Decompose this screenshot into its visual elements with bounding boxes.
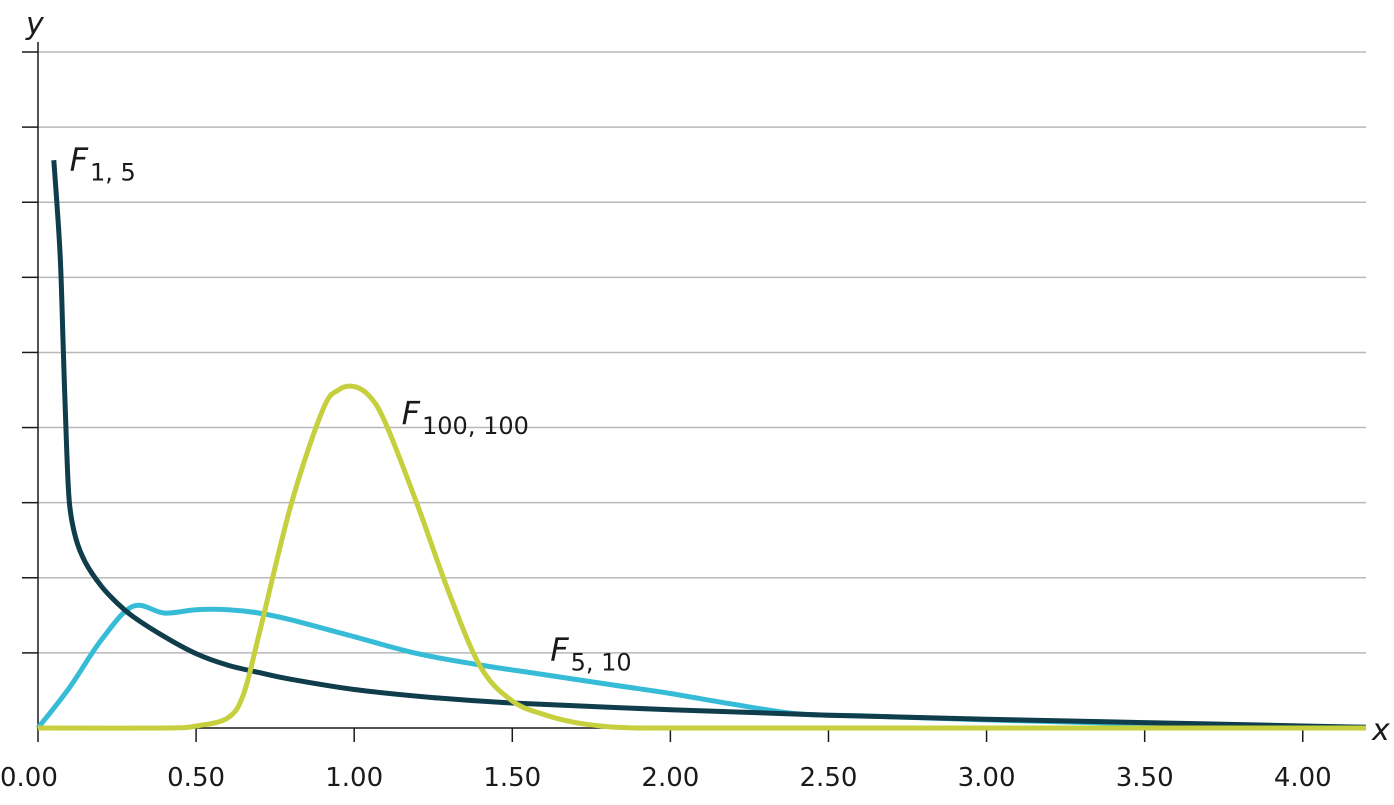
series-lines: [36, 160, 1367, 731]
grid: [22, 51, 1366, 654]
x-tick-label: 1.50: [483, 763, 541, 793]
x-tick-label: 2.50: [800, 763, 858, 793]
series-label-3: F100, 100: [402, 394, 529, 440]
series-line-1: [51, 160, 1367, 730]
x-tick-label: 0.00: [0, 763, 58, 793]
x-tick-label: 3.50: [1116, 763, 1174, 793]
x-tick-label: 4.00: [1274, 763, 1332, 793]
x-tick-labels: 0.00 0.50 1.00 1.50 2.00 2.50 3.00 3.50 4.00: [0, 728, 1332, 793]
x-tick-label: 3.00: [958, 763, 1016, 793]
x-axis-label: x: [1371, 713, 1390, 748]
series-labels: F1, 5 F5, 10 F100, 100: [70, 140, 632, 676]
y-axis-label: y: [25, 7, 45, 42]
x-tick-label: 2.00: [641, 763, 699, 793]
series-label-2: F5, 10: [550, 630, 631, 676]
axes: [37, 42, 1366, 729]
x-tick-label: 0.50: [167, 763, 225, 793]
series-line-3: [37, 383, 1367, 731]
x-tick-label: 1.00: [325, 763, 383, 793]
series-label-1: F1, 5: [70, 140, 136, 186]
